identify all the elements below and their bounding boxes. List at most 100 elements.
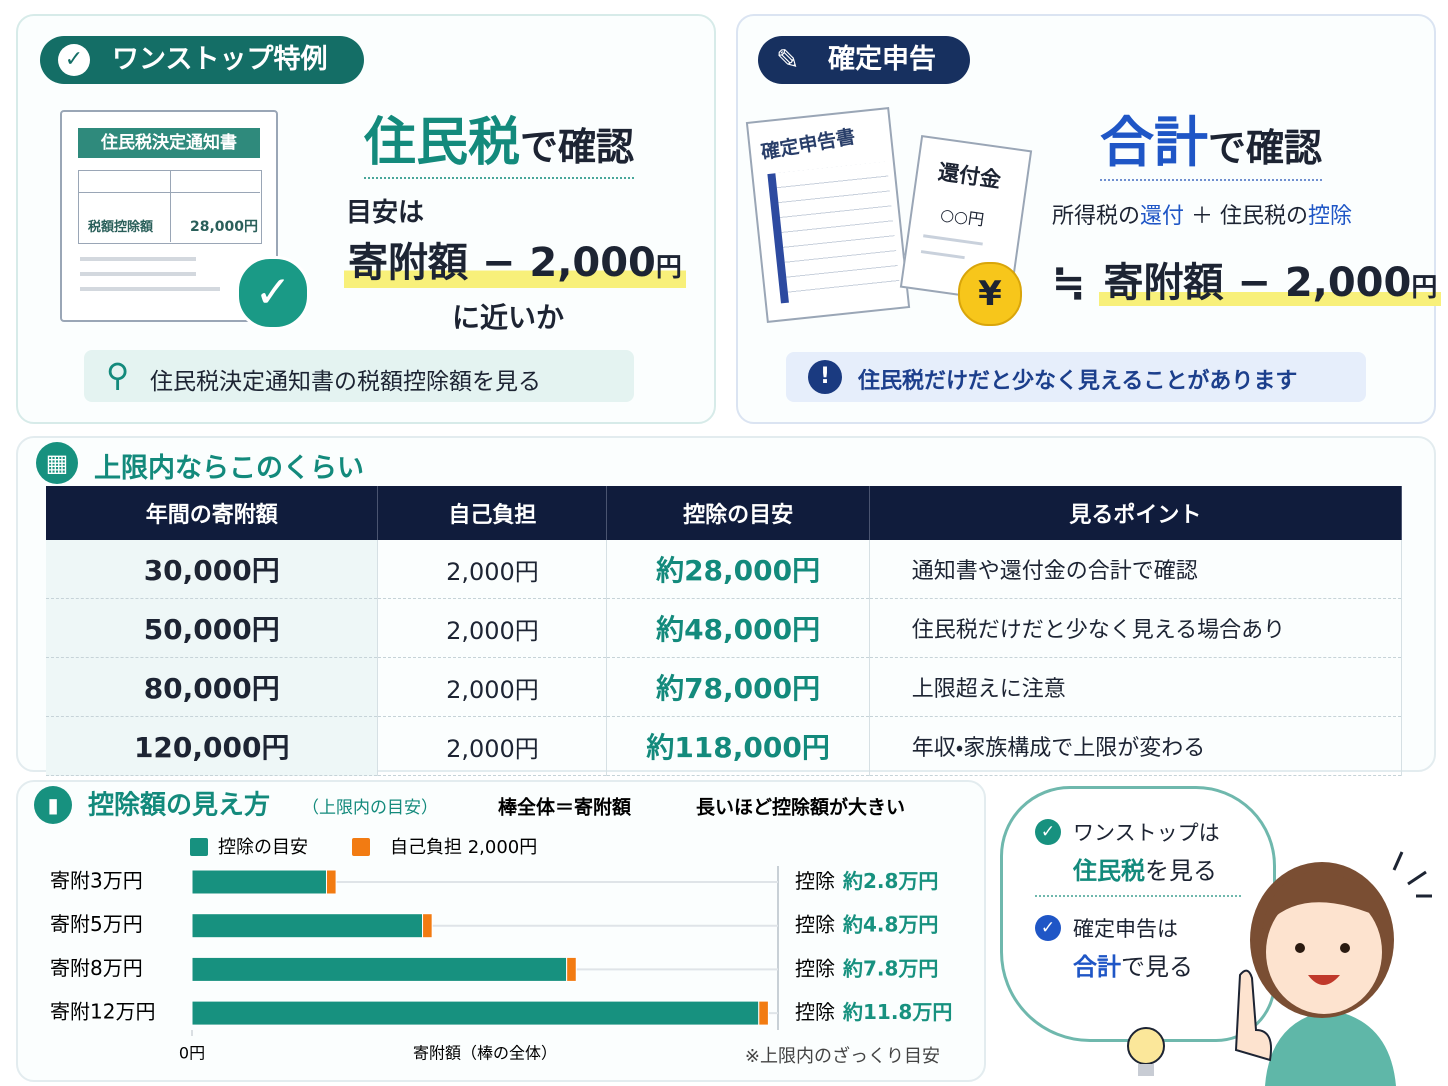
summary-table: 年間の寄附額 自己負担 控除の目安 見るポイント 30,000円 2,000円 約28,00… [46, 486, 1403, 776]
legend-label: 控除の目安 [218, 837, 308, 858]
formula-unit: 円 [1411, 273, 1438, 303]
speech-em: 住民税 [1073, 857, 1145, 885]
hint-box: ⚲ 住民税決定通知書の税額控除額を見る [84, 350, 634, 402]
value-label-prefix: 控除 [795, 912, 835, 936]
mouth [1308, 975, 1340, 985]
speech-em: 合計 [1073, 953, 1121, 981]
value-label: 控除 約4.8万円 [795, 912, 938, 936]
sum-part: 所得税の [1052, 204, 1141, 229]
table-title: 上限内ならこのくらい [94, 453, 364, 484]
y-tick-label: 寄附3万円 [50, 869, 143, 893]
table-cell: 2,000円 [377, 540, 608, 599]
bar-segment [325, 869, 337, 895]
body [1265, 1010, 1396, 1086]
formula: 寄附額 − 2,000円 [344, 230, 686, 288]
heading-em: 住民税 [364, 113, 521, 173]
approx: ≒ [1052, 260, 1086, 306]
face [1266, 890, 1382, 1014]
sparkle [1392, 851, 1432, 898]
doc-row-label: 税額控除額 [88, 220, 154, 235]
heading-em: 合計 [1100, 111, 1208, 174]
y-tick-label: 寄附12万円 [50, 1000, 155, 1024]
value-label: 控除 約2.8万円 [795, 869, 938, 893]
table-cell: 約28,000円 [606, 540, 870, 599]
doc-line [80, 287, 220, 291]
value-label-value: 約7.8万円 [842, 956, 938, 980]
heading: 住民税で確認 [364, 100, 635, 179]
table-cell: 約78,000円 [606, 657, 870, 717]
doc-line [80, 257, 196, 261]
doc-line [78, 192, 260, 193]
hand [1234, 969, 1272, 1062]
chart-note: 長いほど控除額が大きい [696, 796, 905, 819]
table-cell: 120,000円 [46, 716, 379, 776]
bulb [1127, 1027, 1165, 1065]
chart-panel [16, 780, 986, 1082]
table-row: 30,000円 2,000円 約28,000円 通知書や還付金の合計で確認 [46, 540, 1403, 599]
doc-title: 住民税決定通知書 [78, 128, 260, 158]
table-cell: 住民税だけだと少なく見える場合あり [869, 598, 1403, 658]
value-label-value: 約2.8万円 [842, 869, 938, 893]
lead: 目安は [346, 198, 425, 228]
check-icon: ✓ [1035, 819, 1061, 845]
chart-subtitle: （上限内の目安） [302, 798, 438, 818]
table-row: 50,000円 2,000円 約48,000円 住民税だけだと少なく見える場合あり [46, 598, 1403, 658]
speech-bubble: ✓ ワンストップは 住民税を見る ✓ 確定申告は 合計で見る [1000, 786, 1276, 1042]
bar-segment [191, 913, 424, 939]
value-label-prefix: 控除 [795, 1000, 835, 1024]
value-label-value: 約11.8万円 [842, 1000, 952, 1024]
bar-segment [191, 956, 568, 982]
value-label-prefix: 控除 [795, 956, 835, 980]
search-icon: ⚲ [106, 356, 130, 394]
formula-main: 寄附額 − 2,000 [1103, 260, 1412, 306]
warning: 住民税だけだと少なく見えることがあります [858, 369, 1298, 394]
header-cell: 控除の目安 [606, 486, 870, 540]
table-cell: 約118,000円 [606, 716, 870, 776]
badge-text: 確定申告 [828, 44, 936, 75]
table-cell: 約48,000円 [606, 598, 870, 658]
hint: 住民税決定通知書の税額控除額を見る [150, 369, 541, 395]
bar-segment [566, 956, 577, 982]
table-cell: 30,000円 [46, 540, 379, 599]
bar-segment [422, 913, 433, 939]
heading-rest: で確認 [520, 125, 635, 169]
badge-text: ワンストップ特例 [112, 44, 328, 75]
character [1127, 851, 1432, 1086]
value-label: 控除 約7.8万円 [795, 956, 938, 980]
value-label: 控除 約11.8万円 [795, 1000, 952, 1024]
table-cell: 上限超えに注意 [869, 657, 1403, 717]
speech-label: ワンストップは [1073, 821, 1220, 845]
legend-swatch [190, 838, 208, 856]
sum-part: 控除 [1308, 204, 1353, 229]
speech-line: 合計で見る [1073, 947, 1193, 982]
yen-coin: ¥ [958, 262, 1022, 326]
bulb-base [1138, 1064, 1154, 1076]
check-circle: ✓ [236, 256, 310, 330]
formula-main: 寄附額 − 2,000 [348, 240, 656, 286]
check-icon: ✓ [1035, 915, 1061, 941]
table-row: 120,000円 2,000円 約118,000円 年収・家族構成で上限が変わる [46, 716, 1403, 776]
eye [1295, 943, 1305, 953]
badge: ✓ ワンストップ特例 [40, 36, 364, 84]
y-tick-label: 寄附5万円 [50, 912, 143, 936]
warning-icon: ! [808, 360, 842, 394]
speech-label: 確定申告は [1073, 917, 1178, 941]
table-row: 80,000円 2,000円 約78,000円 上限超えに注意 [46, 657, 1403, 717]
chart-title: 控除額の見え方 [88, 791, 270, 821]
badge: ✎ 確定申告 [758, 36, 970, 84]
table-cell: 2,000円 [377, 716, 608, 776]
calc-icon: ▦ [36, 442, 78, 484]
table-cell: 年収・家族構成で上限が変わる [869, 716, 1403, 776]
y-tick-label: 寄附8万円 [50, 956, 143, 980]
header-row: 年間の寄附額 自己負担 控除の目安 見るポイント [46, 486, 1403, 540]
value-label-value: 約4.8万円 [842, 912, 938, 936]
x-tick-label: 0円 [179, 1044, 205, 1063]
divider [1035, 895, 1241, 897]
speech-line: 住民税を見る [1073, 851, 1217, 886]
formula: ≒ 寄附額 − 2,000円 [1052, 250, 1442, 308]
value-label-prefix: 控除 [795, 869, 835, 893]
bar-segment [191, 1000, 760, 1026]
sum-line: 所得税の還付 ＋ 住民税の控除 [1052, 198, 1352, 230]
